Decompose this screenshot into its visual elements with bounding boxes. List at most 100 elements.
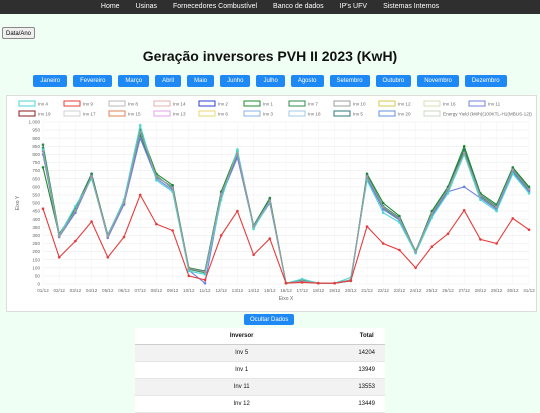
series-point [41, 143, 45, 146]
month-button-setembro[interactable]: Setembro [329, 75, 370, 87]
legend-label: Inv 16 [443, 102, 456, 107]
table-row: Inv 1 13949 [135, 361, 385, 379]
series-point [462, 209, 466, 212]
month-button-novembro[interactable]: Novembro [417, 75, 459, 87]
series-point [203, 270, 207, 274]
series-point [381, 201, 385, 205]
y-tick-label: 950 [32, 128, 40, 133]
series-point [138, 123, 142, 127]
hide-data-button[interactable]: Ocultar Dados [244, 314, 295, 325]
x-tick-label: 31/12 [523, 288, 535, 293]
series-point [41, 207, 45, 210]
series-point [219, 192, 223, 196]
legend-swatch [288, 100, 306, 107]
legend-swatch [468, 100, 486, 107]
y-tick-label: 650 [32, 176, 40, 181]
series-point [479, 194, 482, 197]
nav-banco-de-dados[interactable]: Banco de dados [273, 3, 324, 10]
series-point [284, 281, 288, 285]
month-button-fevereiro[interactable]: Fevereiro [73, 75, 113, 87]
series-point [365, 175, 369, 178]
y-tick-label: 450 [32, 209, 40, 214]
top-navbar: Home Usinas Fornecedores Combustível Ban… [0, 0, 540, 14]
series-point [236, 209, 239, 213]
nav-usinas[interactable]: Usinas [135, 3, 157, 10]
legend-label: Inv 3 [263, 112, 273, 117]
series-point [414, 266, 417, 270]
legend-label: Energy Yield (kWh)(100KTL-H1(MBUS-12)) [443, 112, 532, 117]
legend-swatch [378, 110, 396, 117]
y-tick-label: 200 [32, 249, 40, 254]
table-cell-inverter: Inv 5 [135, 344, 349, 362]
y-tick-label: 800 [32, 152, 40, 157]
table-cell-total: 13449 [348, 395, 385, 413]
table-cell-total: 13949 [348, 361, 385, 379]
series-point [495, 209, 498, 213]
legend-label: Inv 15 [128, 112, 141, 117]
series-point [122, 235, 126, 239]
month-button-abril[interactable]: Abril [155, 75, 182, 87]
series-point [446, 187, 450, 191]
month-button-janeiro[interactable]: Janeiro [33, 75, 68, 87]
x-axis-label: Eixo X [279, 296, 294, 302]
series-point [74, 209, 77, 212]
series-point [57, 256, 61, 259]
series-point [430, 212, 434, 215]
date-year-button[interactable]: Data/Ano [2, 27, 36, 39]
y-tick-label: 850 [32, 144, 40, 149]
y-tick-label: 350 [32, 225, 40, 230]
series-point [300, 281, 304, 284]
month-button-agosto[interactable]: Agosto [290, 75, 324, 87]
table-row: Inv 12 13449 [135, 395, 385, 413]
x-tick-label: 18/12 [313, 288, 325, 293]
month-button-outubro[interactable]: Outubro [375, 75, 412, 87]
x-tick-label: 28/12 [475, 288, 487, 293]
series-point [106, 234, 110, 238]
month-button-maio[interactable]: Maio [187, 75, 215, 87]
series-point [203, 278, 207, 282]
series-point [187, 274, 191, 278]
x-tick-label: 05/12 [102, 288, 114, 293]
legend-label: Inv 7 [308, 102, 318, 107]
y-tick-label: 900 [32, 136, 40, 141]
nav-ips-ufv[interactable]: IP's UFV [339, 3, 368, 10]
x-tick-label: 08/12 [151, 288, 163, 293]
series-point [90, 175, 93, 178]
series-point [446, 232, 450, 236]
legend-label: Inv 8 [128, 102, 138, 107]
series-point [381, 208, 385, 211]
x-tick-label: 17/12 [296, 288, 308, 293]
legend-swatch [18, 100, 36, 107]
legend-swatch [243, 110, 261, 117]
legend-label: Inv 2 [218, 102, 228, 107]
month-button-dezembro[interactable]: Dezembro [464, 75, 507, 87]
x-tick-label: 04/12 [86, 288, 98, 293]
month-button-marco[interactable]: Março [118, 75, 150, 87]
legend-label: Inv 11 [488, 102, 501, 107]
legend-swatch [63, 100, 81, 107]
series-point [495, 205, 498, 209]
x-tick-label: 14/12 [248, 288, 260, 293]
x-tick-label: 01/12 [37, 288, 49, 293]
chart-container: Inv 4 Inv 9 Inv 8 Inv 14 Inv 2 Inv 1 Inv 7 Inv … [6, 95, 537, 312]
nav-home[interactable]: Home [100, 3, 120, 10]
month-buttons: Janeiro Fevereiro Março Abril Maio Junho… [0, 75, 540, 87]
series-point [187, 267, 191, 270]
series-point [106, 256, 110, 259]
y-tick-label: 400 [32, 217, 40, 222]
series-point [479, 198, 482, 202]
x-tick-label: 22/12 [377, 288, 389, 293]
month-button-junho[interactable]: Junho [220, 75, 251, 87]
month-button-julho[interactable]: Julho [256, 75, 285, 87]
nav-fornecedores[interactable]: Fornecedores Combustível [173, 3, 258, 10]
legend-swatch [153, 100, 171, 107]
series-point [252, 253, 255, 257]
x-tick-label: 27/12 [458, 288, 470, 293]
y-tick-label: 550 [32, 193, 40, 198]
nav-sistemas-internos[interactable]: Sistemas Internos [383, 3, 440, 10]
series-point [155, 179, 158, 182]
legend-label: Inv 5 [353, 112, 363, 117]
series-point [90, 220, 93, 223]
y-tick-label: 500 [32, 201, 40, 206]
legend-label: Inv 17 [83, 112, 96, 117]
